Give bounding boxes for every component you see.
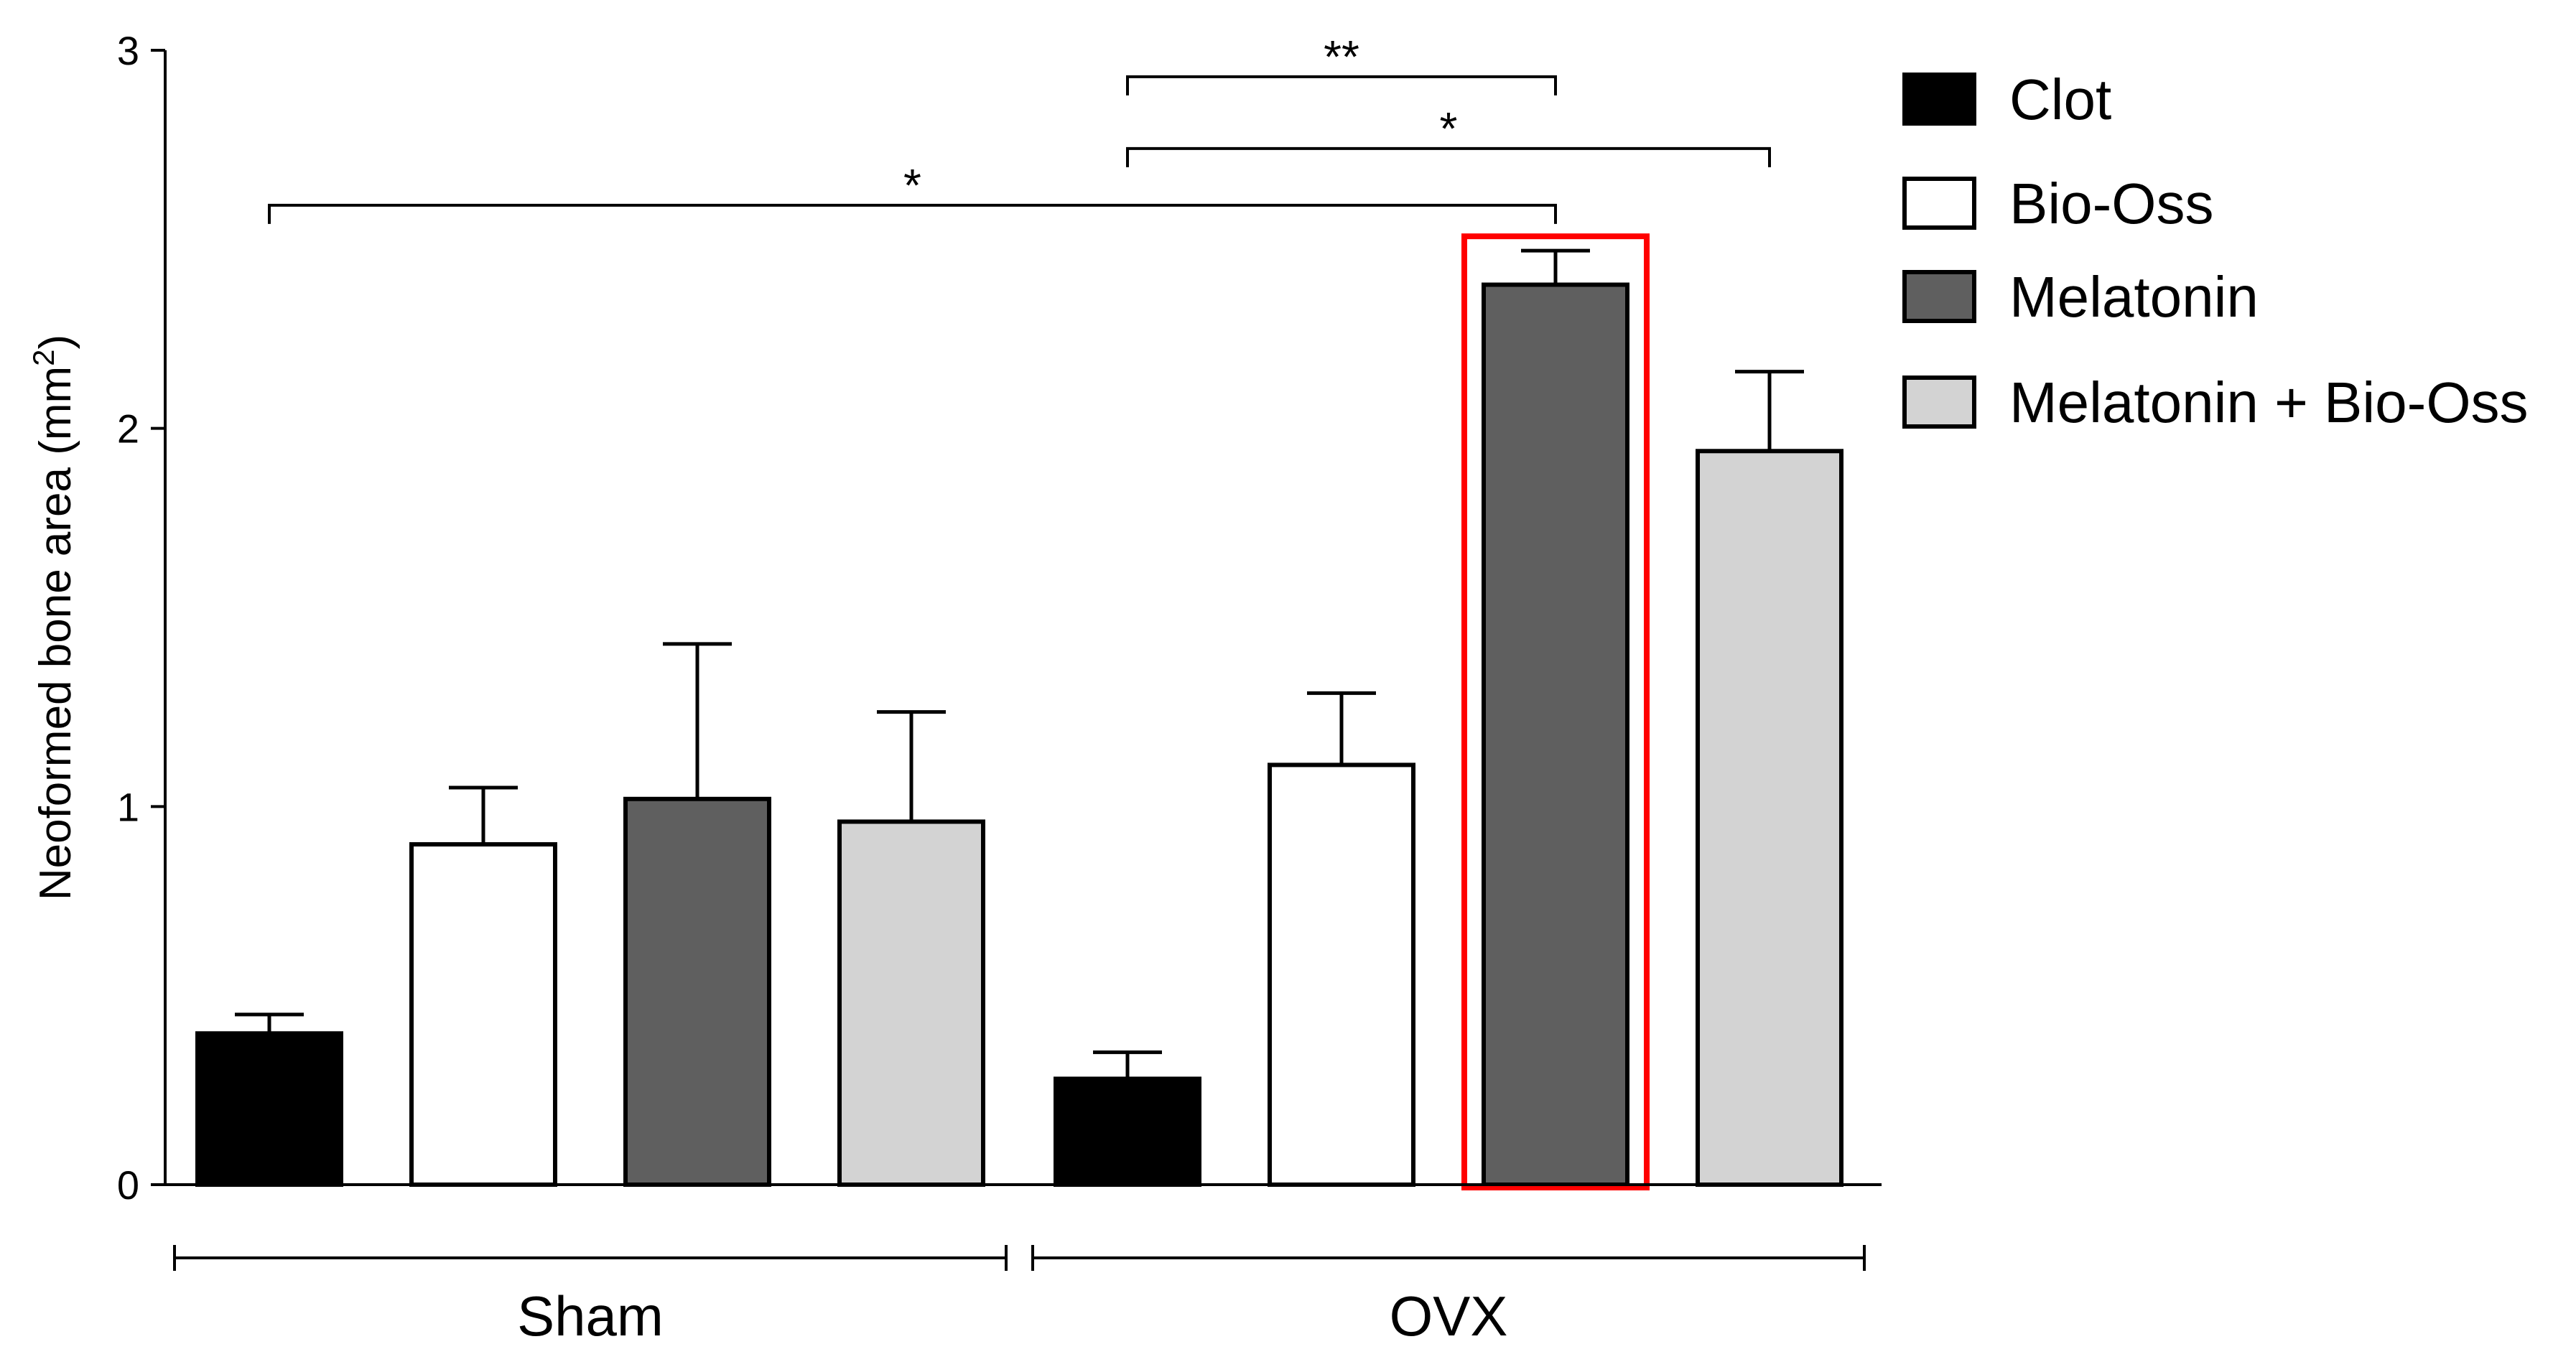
bar-sham-melatonin: [623, 796, 771, 1188]
significance-label: *: [903, 159, 921, 211]
y-tick-label: 1: [117, 784, 139, 829]
error-bars-layer: [235, 248, 1804, 1079]
legend-swatch: [1902, 177, 1976, 230]
bar-ovx-clot: [1054, 1076, 1201, 1187]
significance-label: *: [1440, 103, 1458, 154]
y-tick-label: 0: [117, 1162, 139, 1208]
legend-label: Bio-Oss: [2009, 172, 2214, 235]
group-axis: Sham OVX: [173, 1245, 1866, 1348]
legend-label: Clot: [2009, 67, 2111, 131]
significance-bracket: [1126, 75, 1557, 95]
highlight-layer: [1461, 233, 1650, 1191]
bar-sham-bio-oss: [409, 842, 557, 1187]
highlight-box: [1461, 233, 1650, 1191]
y-axis: 0 1 2 3: [117, 28, 165, 1208]
bar-ovx-melatonin: [1482, 282, 1629, 1187]
group-label-ovx: OVX: [1390, 1284, 1508, 1348]
legend-swatch: [1902, 270, 1976, 323]
y-tick-label: 3: [117, 28, 139, 73]
y-tick-label: 2: [117, 406, 139, 452]
bar-sham-clot: [195, 1031, 343, 1188]
group-label-sham: Sham: [517, 1284, 664, 1348]
significance-label: **: [1324, 31, 1359, 83]
y-axis-title: Neoformed bone area (mm2): [27, 335, 81, 900]
significance-bracket: [1126, 146, 1771, 167]
legend: Clot Bio-Oss Melatonin Melatonin + Bio-Oss: [1902, 67, 2529, 434]
significance-bracket: [268, 203, 1557, 224]
legend-swatch: [1902, 73, 1976, 126]
significance-layer: ****: [268, 31, 1771, 224]
bar-sham-melatonin-bio-oss: [837, 819, 985, 1188]
bar-ovx-melatonin-bio-oss: [1696, 449, 1843, 1187]
legend-swatch: [1902, 376, 1976, 429]
bars-layer: [195, 282, 1843, 1188]
legend-label: Melatonin: [2009, 265, 2259, 329]
bar-ovx-bio-oss: [1268, 762, 1415, 1187]
legend-label: Melatonin + Bio-Oss: [2009, 370, 2529, 434]
